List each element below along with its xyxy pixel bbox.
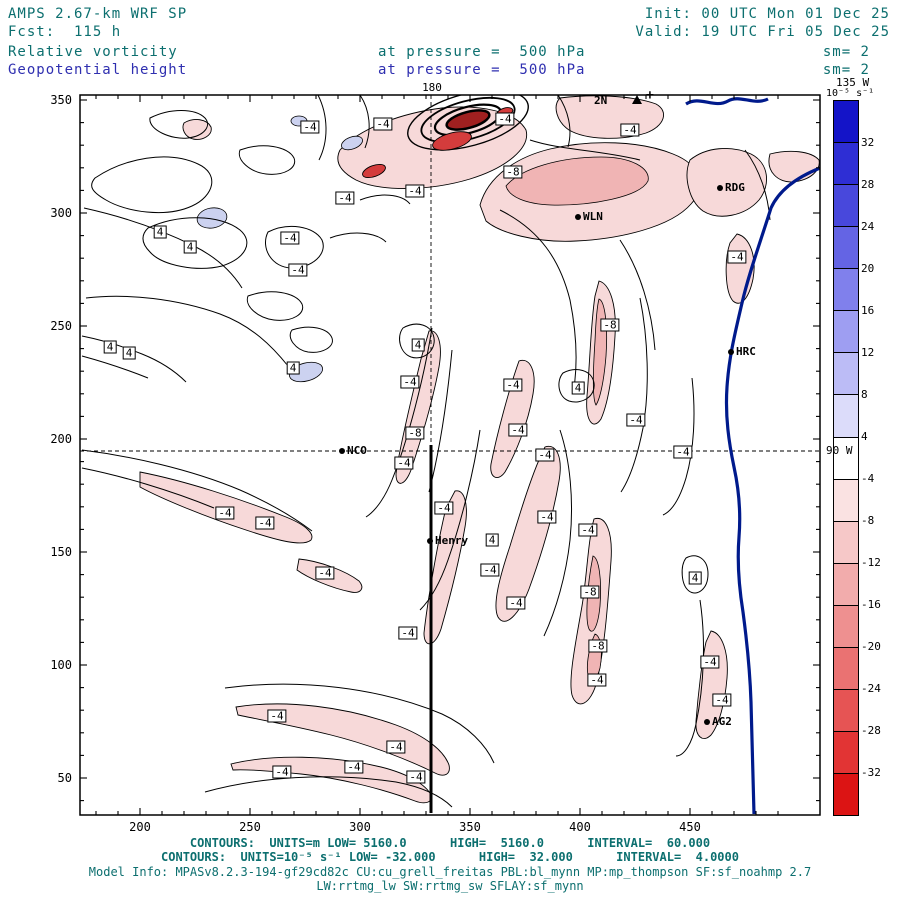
meridian-label-90w: 90 W [826,444,853,457]
contour-lines-shape [619,239,656,351]
contour-lines-shape [557,95,571,148]
contour-lines-shape [558,369,595,403]
colorbar-segment [834,101,858,143]
field2-level: at pressure = 500 hPa [378,62,586,78]
vorticity-shading-negative-shape [230,756,432,804]
contour-lines-shape [359,95,370,149]
vortex-core-shape [362,163,386,179]
colorbar-segment [834,394,858,437]
contour-lines-shape [81,449,313,532]
model-info-line1: Model Info: MPASv8.2.3-194-gf29cd82c CU:… [88,865,812,879]
colorbar-segment [834,520,858,563]
forecast-hour: Fcst: 115 h [8,24,122,40]
contour-lines-shape [529,139,641,161]
vorticity-shading-negative-shape [235,703,450,776]
contour-lines-shape [681,555,709,594]
contour-lines-shape [399,323,435,359]
contour-lines-shape [428,349,453,493]
contour-lines-shape [359,194,411,205]
contour-lines-shape [675,599,704,757]
height-contour-5160 [685,97,820,815]
vorticity-shading-negative-shape [495,445,561,622]
vorticity-shading-negative-shape [139,471,313,544]
colorbar-segment [834,562,858,605]
colorbar-segment [834,184,858,227]
contour-lines [81,95,771,808]
model-title: AMPS 2.67-km WRF SP [8,6,188,22]
contour-lines-shape [81,467,215,509]
contour-info-vorticity: CONTOURS: UNITS=10⁻⁵ s⁻¹ LOW= -32.000 HI… [161,850,739,864]
contour-lines-shape [81,335,187,383]
contour-lines-shape [265,226,324,269]
vortex-core-shape [420,96,516,144]
vorticity-shading-negative [139,95,820,804]
contour-lines-shape [142,217,248,269]
contour-lines-shape [85,295,289,367]
contour-lines-shape [289,326,333,353]
vorticity-shading-negative-shape [555,95,665,139]
valid-time: Valid: 19 UTC Fri 05 Dec 25 [635,24,890,40]
colorbar-segment [834,352,858,395]
vorticity-shading-negative-shape [395,330,441,484]
meridian-label-180: 180 [422,81,442,94]
plot-border [79,94,821,816]
vorticity-shading-negative-shape [686,148,767,217]
colorbar-segment [834,646,858,689]
vorticity-shading-negative-shape [296,558,363,593]
vorticity-shading-negative-shape [768,150,820,183]
contour-lines-shape [499,209,577,389]
colorbar-title: 10⁻⁵ s⁻¹ [826,88,875,99]
contour-lines-shape [81,355,149,379]
meridian-lines [80,95,820,452]
vorticity-shading-negative-shape [182,119,212,140]
colorbar-segment [834,142,858,185]
vorticity-shading-positive-shape [341,135,363,151]
contour-lines-shape [317,95,327,161]
height-contour-5160-shape [685,97,769,106]
vorticity-shading-positive-shape [289,361,323,383]
vorticity-shading-positive-shape [290,115,308,127]
contour-info-height: CONTOURS: UNITS=m LOW= 5160.0 HIGH= 5160… [189,836,711,850]
colorbar-segment [834,226,858,269]
colorbar-segment [834,310,858,353]
vorticity-shading-positive [196,115,363,383]
field2-smooth: sm= 2 [822,62,870,78]
field1-level: at pressure = 500 hPa [378,44,586,60]
colorbar [833,100,859,816]
colorbar-segment [834,268,858,311]
model-info-line2: LW:rrtmg_lw SW:rrtmg_sw SFLAY:sf_mynn [316,879,584,893]
contour-lines-shape [543,429,573,637]
contour-lines-shape [620,297,648,493]
contour-lines-shape [662,377,695,516]
field2-name: Geopotential height [8,62,188,78]
vortex-core-shape [432,131,472,151]
colorbar-segment [834,436,858,479]
contour-lines-shape [329,232,387,243]
vorticity-shading-negative-shape [490,359,535,478]
colorbar-segment [834,688,858,731]
vorticity-shading-negative-shape [695,630,728,739]
meridian-label-135w: 135 W [836,76,870,89]
contour-lines-shape [238,145,296,175]
contour-lines-shape [204,776,453,808]
colorbar-segment [834,730,858,773]
field1-name: Relative vorticity [8,44,178,60]
contour-lines-shape [224,683,495,764]
vorticity-shading-negative-strong-shape [505,156,649,206]
colorbar-segment [834,773,858,816]
vorticity-shading-positive-shape [196,207,228,229]
vortex-core-shape [445,109,491,131]
init-time: Init: 00 UTC Mon 01 Dec 25 [644,6,890,22]
field1-smooth: sm= 2 [822,44,870,60]
contour-lines-shape [149,110,209,139]
height-contour-5160-shape [724,166,820,815]
vortex-core-shape [407,95,529,151]
contour-lines-shape [91,156,213,214]
colorbar-segment [834,604,858,647]
colorbar-segment [834,478,858,521]
contour-lines-shape [246,291,304,321]
